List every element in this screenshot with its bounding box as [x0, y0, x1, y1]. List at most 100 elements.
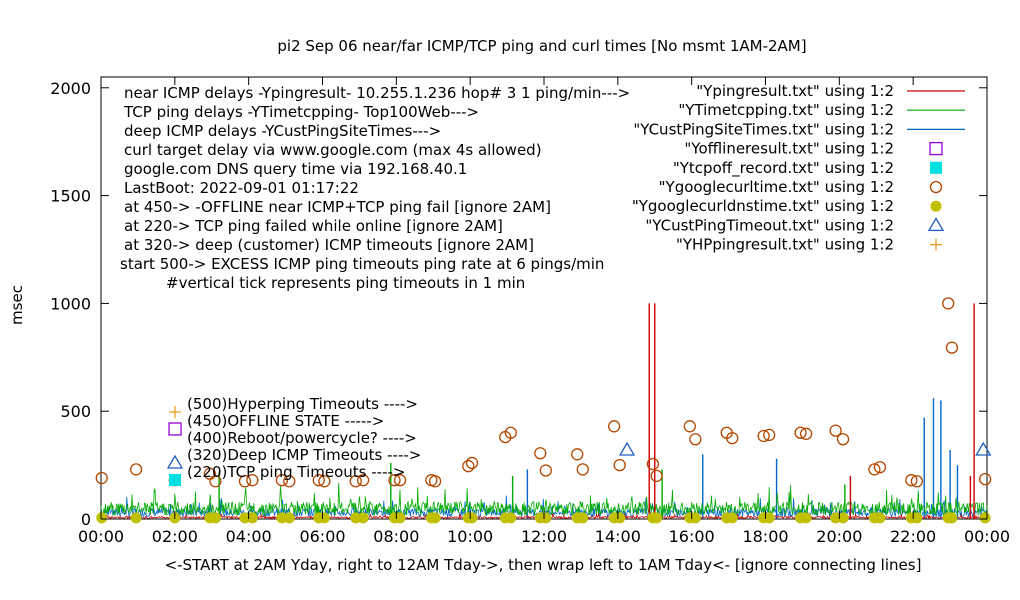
data-point	[836, 433, 850, 446]
data-point	[275, 474, 289, 487]
data-point	[505, 512, 517, 524]
note-line: at 450-> -OFFLINE near ICMP+TCP ping fai…	[124, 198, 551, 216]
legend-swatch	[929, 141, 943, 156]
note-line: near ICMP delays -Ypingresult- 10.255.1.…	[124, 84, 630, 102]
data-point	[945, 341, 959, 354]
data-point	[763, 512, 775, 524]
legend-label: "Yofflineresult.txt" using 1:2	[684, 140, 894, 158]
note-line: at 320-> deep (customer) ICMP timeouts […	[124, 236, 534, 254]
data-point	[942, 297, 955, 310]
data-point	[246, 474, 259, 487]
data-point	[504, 426, 517, 439]
data-point	[318, 475, 331, 488]
data-point	[209, 512, 221, 524]
key-swatch	[168, 422, 182, 436]
key-swatch	[169, 474, 181, 486]
data-point	[539, 464, 552, 477]
data-point	[534, 447, 547, 460]
x-tick-label: 00:00	[78, 527, 124, 546]
y-tick-label: 1000	[50, 294, 91, 313]
note-line: google.com DNS query time via 192.168.40…	[124, 160, 467, 178]
data-point	[349, 475, 362, 488]
data-point	[874, 512, 886, 524]
data-point	[388, 474, 401, 487]
marker-key: (500)Hyperping Timeouts ---->(450)OFFLIN…	[166, 395, 421, 486]
y-tick-label: 500	[60, 402, 91, 421]
note-line: deep ICMP delays -YCustPingSiteTimes--->	[124, 122, 441, 140]
data-point	[613, 458, 626, 472]
legend-label: "Ygooglecurltime.txt" using 1:2	[659, 178, 894, 196]
data-point	[979, 512, 991, 524]
y-axis-label: msec	[8, 285, 26, 325]
data-point	[800, 512, 812, 524]
x-axis-ticks: 00:00 02:00 04:00 06:00 08:00 10:00 12:00 14:00…	[78, 77, 1010, 546]
annotation-notes: near ICMP delays -Ypingresult- 10.255.1.…	[120, 84, 630, 292]
data-point	[465, 456, 479, 470]
key-label: (400)Reboot/powercycle? ---->	[187, 429, 417, 447]
legend-swatch	[929, 180, 943, 194]
y-tick-label: 0	[81, 510, 91, 529]
data-point	[683, 420, 696, 433]
y-tick-label: 1500	[50, 187, 91, 206]
data-point	[829, 424, 842, 437]
data-point	[646, 457, 660, 471]
legend-swatch	[927, 217, 945, 232]
note-line: LastBoot: 2022-09-01 01:17:22	[124, 179, 359, 197]
chart-title: pi2 Sep 06 near/far ICMP/TCP ping and cu…	[277, 37, 806, 55]
data-point	[726, 512, 738, 524]
x-axis-label: <-START at 2AM Yday, right to 12AM Tday-…	[165, 556, 922, 574]
y-tick-label: 2000	[50, 79, 91, 98]
marker-layer	[95, 297, 992, 524]
data-point	[571, 448, 584, 461]
key-label: (450)OFFLINE STATE ----->	[187, 412, 384, 430]
data-point	[868, 463, 881, 476]
data-point	[312, 474, 325, 487]
x-tick-label: 18:00	[742, 527, 788, 546]
data-point	[318, 512, 330, 524]
data-point	[466, 512, 478, 524]
legend-label: "YCustPingTimeout.txt" using 1:2	[645, 216, 894, 234]
note-line: at 220-> TCP ping failed while online [i…	[124, 217, 503, 235]
legend-label: "Ypingresult.txt" using 1:2	[696, 82, 894, 100]
data-point	[726, 431, 739, 445]
legend: "Ypingresult.txt" using 1:2"YTimetcpping…	[632, 82, 965, 254]
x-tick-label: 14:00	[595, 527, 641, 546]
x-tick-label: 12:00	[521, 527, 567, 546]
data-point	[95, 471, 108, 485]
data-point	[429, 512, 441, 524]
key-swatch	[166, 454, 184, 469]
key-label: (220)TCP ping Timeouts ---->	[187, 463, 405, 481]
data-point	[979, 472, 992, 486]
data-point	[393, 474, 407, 487]
data-point	[540, 512, 552, 524]
data-point	[757, 429, 770, 443]
x-tick-label: 02:00	[152, 527, 198, 546]
legend-label: "Ytcpoff_record.txt" using 1:2	[673, 159, 894, 178]
data-point	[946, 512, 958, 524]
data-point	[763, 428, 776, 442]
x-tick-label: 22:00	[890, 527, 936, 546]
data-point	[607, 420, 621, 433]
note-line: curl target delay via www.google.com (ma…	[124, 141, 542, 159]
x-tick-label: 04:00	[226, 527, 272, 546]
x-tick-label: 16:00	[669, 527, 715, 546]
data-point	[577, 512, 589, 524]
legend-label: "YHPpingresult.txt" using 1:2	[676, 236, 894, 254]
data-point	[356, 474, 370, 487]
data-point	[462, 460, 475, 473]
data-point	[689, 433, 702, 446]
x-tick-label: 06:00	[299, 527, 345, 546]
data-point	[576, 463, 589, 476]
key-swatch	[169, 406, 181, 418]
x-tick-label: 00:00	[964, 527, 1010, 546]
data-point	[96, 512, 108, 524]
data-point	[651, 512, 663, 524]
data-point	[428, 475, 442, 488]
data-point	[130, 512, 142, 524]
data-point	[209, 475, 222, 488]
legend-swatch	[930, 200, 942, 212]
y-axis-ticks: 0 500 1000 1500 2000	[50, 79, 987, 529]
data-point	[357, 512, 369, 524]
note-line: #vertical tick represents ping timeouts …	[166, 274, 525, 292]
